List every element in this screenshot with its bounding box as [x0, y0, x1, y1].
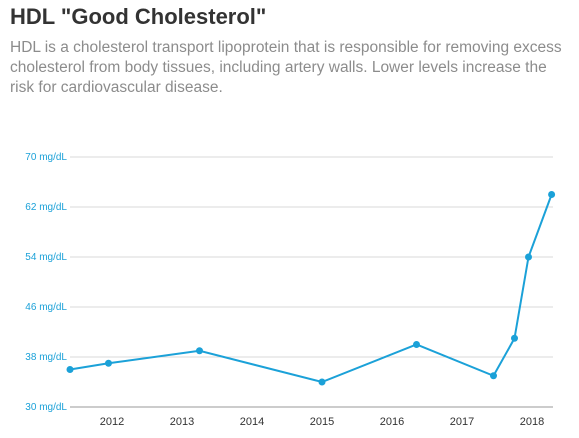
x-tick-label: 2013 — [170, 416, 194, 428]
data-point — [105, 359, 112, 367]
data-point — [511, 334, 518, 342]
data-point — [413, 341, 420, 348]
data-point — [490, 372, 497, 380]
x-tick-label: 2015 — [310, 416, 334, 428]
x-tick-label: 2014 — [240, 416, 264, 428]
data-point — [525, 253, 532, 261]
data-point — [66, 366, 74, 373]
chart-subtitle: HDL is a cholesterol transport lipoprote… — [10, 39, 562, 96]
y-tick-label: 62 mg/dL — [25, 202, 67, 213]
y-tick-label: 38 mg/dL — [25, 352, 67, 363]
x-tick-label: 2012 — [100, 416, 124, 428]
data-point — [548, 191, 556, 198]
x-tick-label: 2016 — [380, 416, 404, 428]
y-tick-label: 46 mg/dL — [25, 302, 67, 313]
chart-title: HDL "Good Cholesterol" — [10, 4, 267, 29]
series-line — [69, 194, 553, 384]
data-point — [318, 378, 326, 386]
data-point — [196, 347, 203, 355]
y-tick-label: 30 mg/dL — [25, 402, 67, 413]
x-tick-label: 2017 — [450, 416, 474, 428]
y-tick-label: 70 mg/dL — [25, 152, 67, 163]
x-tick-label: 2018 — [520, 416, 544, 428]
y-tick-label: 54 mg/dL — [25, 252, 67, 263]
